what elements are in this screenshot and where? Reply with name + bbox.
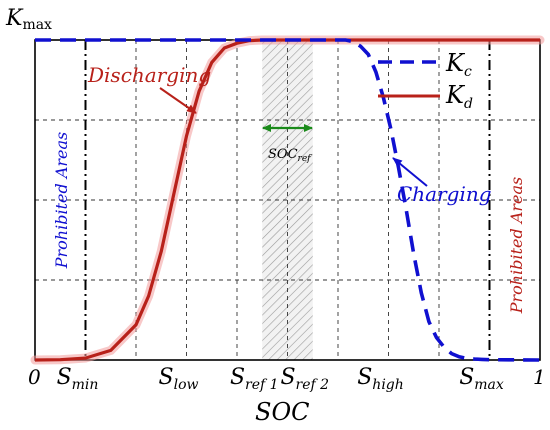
legend: Kc Kd [378, 49, 473, 112]
tick-labels: Smin Slow Sref 1 Sref 2 Shigh Smax [57, 365, 504, 393]
prohibited-area-left: Prohibited Areas [52, 132, 71, 269]
annotation-discharging: Discharging [87, 63, 211, 87]
x-axis-zero-label: 0 [28, 365, 41, 389]
legend-kc-label: Kc [445, 49, 472, 80]
tick-label: Smax [459, 365, 504, 393]
tick-label: Smin [57, 365, 99, 393]
boundary-lines [84, 40, 491, 360]
annotation-discharging-arrow [159, 87, 197, 114]
x-axis-one-label: 1 [533, 365, 546, 389]
legend-kd-label: Kd [445, 81, 473, 112]
series-kd-line [34, 38, 540, 362]
annotation-charging-arrow [392, 157, 428, 187]
tick-label: Sref 1 [230, 365, 279, 393]
tick-label: Sref 2 [280, 365, 329, 393]
prohibited-area-right: Prohibited Areas [507, 177, 526, 314]
soc-ref-label: SOCref [268, 147, 312, 164]
x-axis-title: SOC [255, 398, 309, 426]
y-axis-label: Kmax [5, 6, 52, 33]
tick-label: Slow [159, 365, 199, 393]
tick-label: Shigh [357, 365, 404, 393]
annotation-charging: Charging [397, 182, 492, 206]
